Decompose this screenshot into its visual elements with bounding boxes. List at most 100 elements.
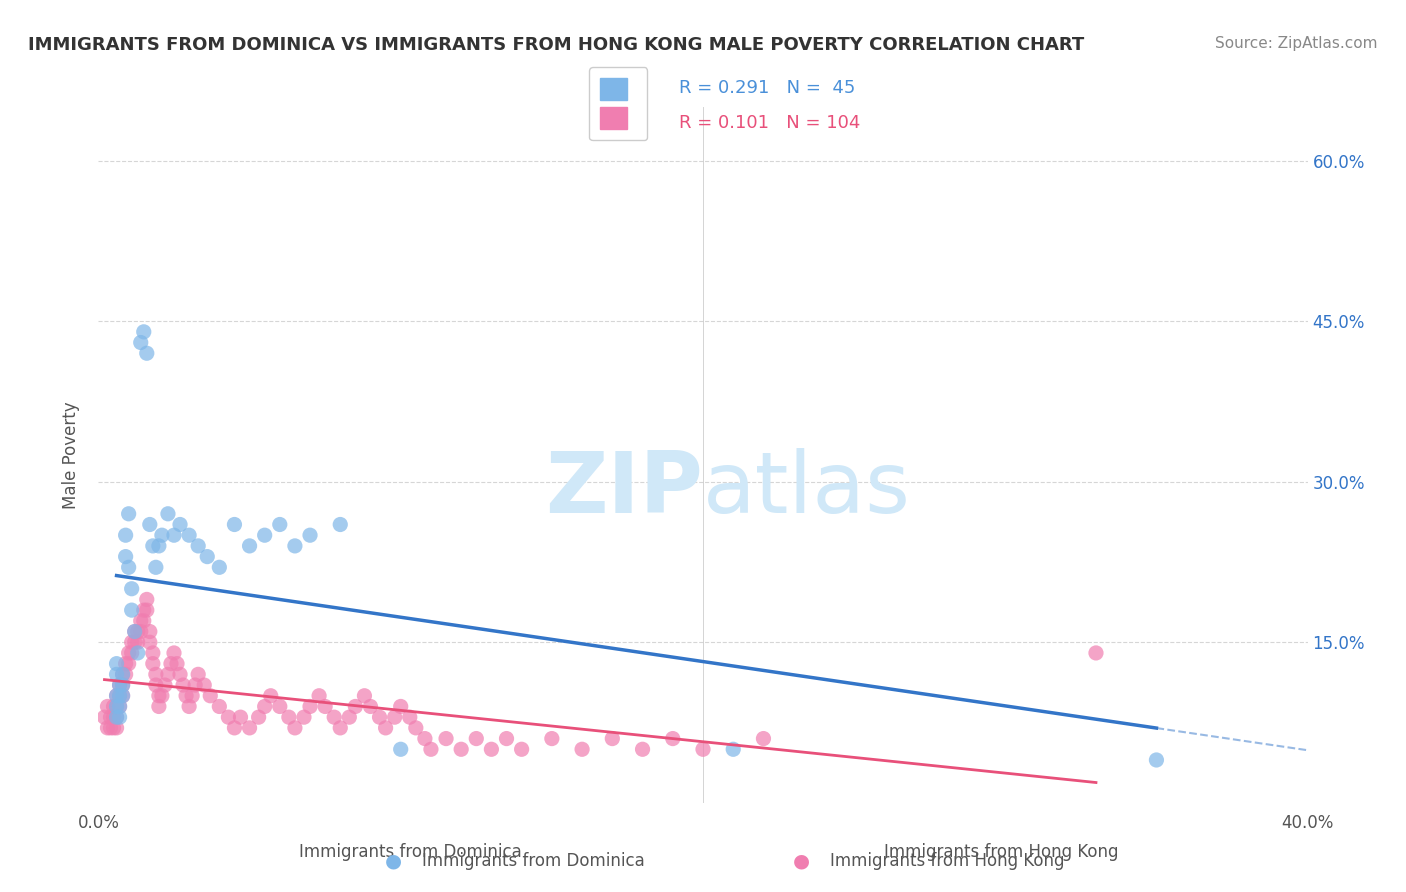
Point bbox=[169, 517, 191, 532]
Point bbox=[169, 667, 191, 681]
Point bbox=[118, 657, 141, 671]
Point bbox=[129, 624, 152, 639]
Text: Immigrants from Hong Kong: Immigrants from Hong Kong bbox=[884, 843, 1119, 861]
Point bbox=[239, 721, 262, 735]
Point bbox=[105, 699, 128, 714]
Text: Immigrants from Dominica: Immigrants from Dominica bbox=[299, 843, 522, 861]
Point bbox=[148, 539, 170, 553]
Point bbox=[105, 721, 128, 735]
Point bbox=[121, 635, 143, 649]
Point bbox=[111, 689, 134, 703]
Point bbox=[368, 710, 391, 724]
Point bbox=[224, 721, 246, 735]
Point bbox=[103, 710, 125, 724]
Legend: , : , bbox=[589, 68, 647, 140]
Point bbox=[495, 731, 517, 746]
Point bbox=[96, 699, 118, 714]
Point bbox=[299, 699, 322, 714]
Point bbox=[163, 646, 186, 660]
Point bbox=[132, 614, 155, 628]
Point bbox=[269, 699, 291, 714]
Point bbox=[114, 528, 136, 542]
Point bbox=[187, 667, 209, 681]
Point bbox=[752, 731, 775, 746]
Point bbox=[100, 721, 122, 735]
Point bbox=[105, 657, 128, 671]
Point bbox=[150, 689, 173, 703]
Point bbox=[374, 721, 396, 735]
Text: Immigrants from Dominica: Immigrants from Dominica bbox=[422, 852, 644, 870]
Point bbox=[129, 335, 152, 350]
Point bbox=[96, 721, 118, 735]
Point bbox=[111, 678, 134, 692]
Point bbox=[108, 699, 131, 714]
Point bbox=[284, 721, 307, 735]
Point bbox=[93, 710, 115, 724]
Point bbox=[127, 646, 149, 660]
Text: IMMIGRANTS FROM DOMINICA VS IMMIGRANTS FROM HONG KONG MALE POVERTY CORRELATION C: IMMIGRANTS FROM DOMINICA VS IMMIGRANTS F… bbox=[28, 36, 1084, 54]
Point bbox=[344, 699, 367, 714]
Point bbox=[108, 689, 131, 703]
Text: atlas: atlas bbox=[703, 448, 911, 532]
Point bbox=[105, 710, 128, 724]
Point bbox=[124, 624, 146, 639]
Point bbox=[145, 678, 167, 692]
Point bbox=[314, 699, 336, 714]
Point bbox=[571, 742, 593, 756]
Point bbox=[661, 731, 683, 746]
Point bbox=[135, 592, 157, 607]
Point bbox=[181, 689, 204, 703]
Point bbox=[100, 710, 122, 724]
Point bbox=[142, 657, 165, 671]
Point bbox=[179, 699, 201, 714]
Point bbox=[187, 539, 209, 553]
Point bbox=[247, 710, 270, 724]
Point bbox=[450, 742, 472, 756]
Point bbox=[160, 657, 183, 671]
Point bbox=[465, 731, 488, 746]
Point bbox=[208, 699, 231, 714]
Point bbox=[156, 507, 179, 521]
Point bbox=[105, 699, 128, 714]
Text: R = 0.291   N =  45: R = 0.291 N = 45 bbox=[679, 79, 855, 97]
Point bbox=[139, 624, 162, 639]
Point bbox=[269, 517, 291, 532]
Text: ●: ● bbox=[793, 851, 810, 871]
Point bbox=[299, 528, 322, 542]
Point bbox=[277, 710, 299, 724]
Point bbox=[111, 678, 134, 692]
Point bbox=[253, 699, 276, 714]
Point bbox=[108, 689, 131, 703]
Point bbox=[139, 635, 162, 649]
Point bbox=[129, 614, 152, 628]
Point bbox=[139, 517, 162, 532]
Point bbox=[121, 582, 143, 596]
Point bbox=[184, 678, 207, 692]
Point bbox=[118, 507, 141, 521]
Point bbox=[142, 646, 165, 660]
Point bbox=[253, 528, 276, 542]
Text: ●: ● bbox=[385, 851, 402, 871]
Point bbox=[308, 689, 330, 703]
Point bbox=[127, 624, 149, 639]
Point bbox=[124, 635, 146, 649]
Point bbox=[145, 667, 167, 681]
Point bbox=[353, 689, 375, 703]
Point bbox=[148, 699, 170, 714]
Point bbox=[156, 667, 179, 681]
Point bbox=[153, 678, 176, 692]
Point bbox=[179, 528, 201, 542]
Point bbox=[108, 699, 131, 714]
Point bbox=[329, 721, 352, 735]
Point bbox=[135, 603, 157, 617]
Point bbox=[398, 710, 420, 724]
Point bbox=[389, 699, 412, 714]
Point bbox=[111, 667, 134, 681]
Point bbox=[111, 667, 134, 681]
Point bbox=[127, 635, 149, 649]
Point bbox=[208, 560, 231, 574]
Point bbox=[111, 689, 134, 703]
Point bbox=[114, 549, 136, 564]
Y-axis label: Male Poverty: Male Poverty bbox=[62, 401, 80, 508]
Point bbox=[193, 678, 215, 692]
